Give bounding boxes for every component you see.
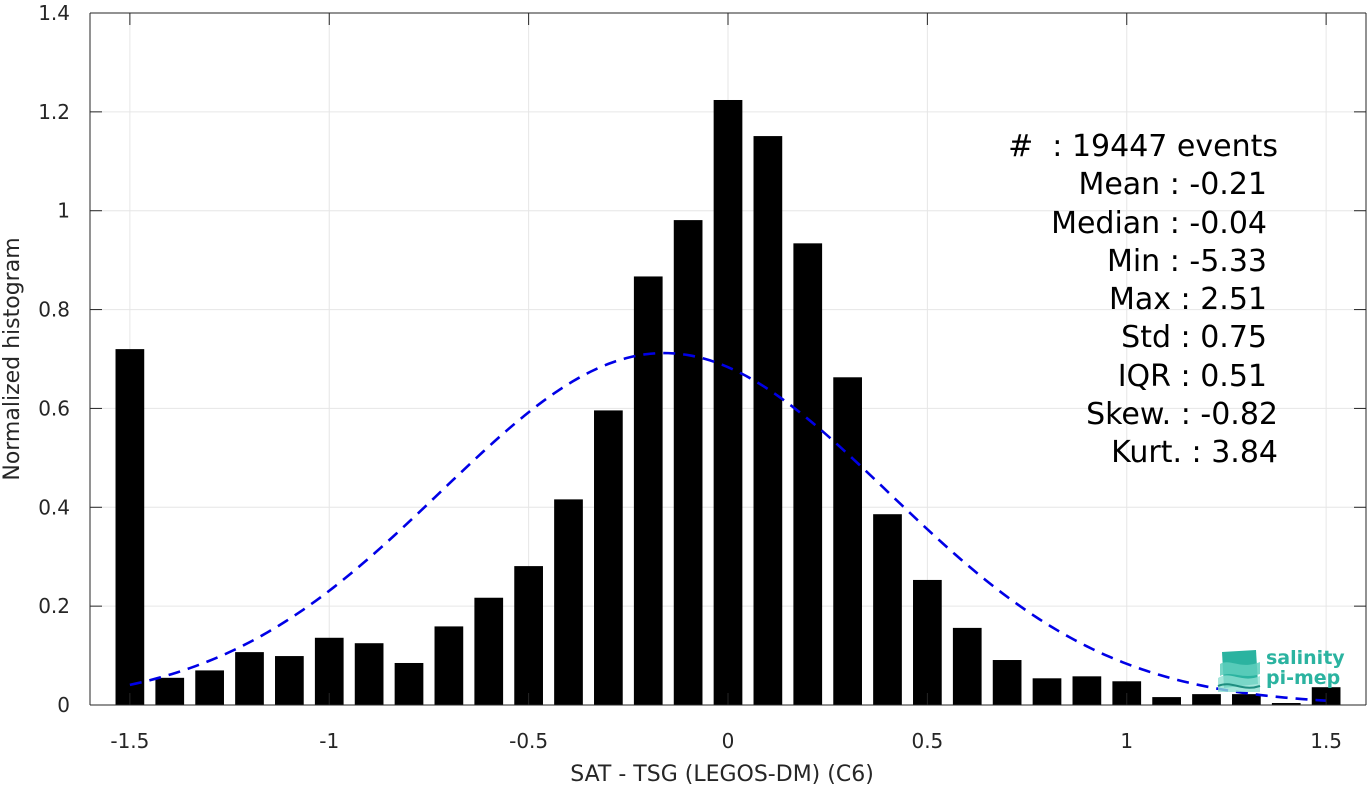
histogram-bar xyxy=(633,276,663,705)
x-tick-label: 0.5 xyxy=(911,729,943,753)
stat-value: : -5.33 xyxy=(1169,243,1267,279)
histogram-bar xyxy=(594,410,623,705)
stat-value: : -0.04 xyxy=(1169,205,1267,241)
salinity-pimep-logo: salinity pi-mep xyxy=(1216,648,1346,694)
histogram-bar xyxy=(474,597,504,705)
stat-label: Median xyxy=(1051,205,1170,241)
x-tick-labels: -1.5 -1 -0.5 0 0.5 1 1.5 xyxy=(110,729,1342,753)
stat-max: Max : 2.51 xyxy=(930,281,1278,319)
y-tick-label: 0.4 xyxy=(38,495,70,519)
x-tick-label: 1.5 xyxy=(1310,729,1342,753)
histogram-bar xyxy=(673,220,703,705)
histogram-bar xyxy=(873,514,902,705)
stat-mean: Mean : -0.21 xyxy=(930,166,1278,204)
stat-label: Mean xyxy=(1078,167,1170,203)
logo-line-1: salinity xyxy=(1266,647,1345,669)
histogram-bar xyxy=(1192,694,1221,705)
x-tick-label: 1 xyxy=(1120,729,1133,753)
stat-value: : 19447 events xyxy=(1052,129,1278,164)
logo-text: salinity pi-mep xyxy=(1266,648,1345,688)
statistics-box: # : 19447 events Mean : -0.21 Median : -… xyxy=(930,128,1278,473)
stat-value: : -0.82 xyxy=(1180,397,1278,433)
stat-label: IQR xyxy=(1117,358,1181,394)
wave-logo-icon xyxy=(1217,650,1261,692)
stat-value: : -0.21 xyxy=(1169,167,1267,203)
stat-skew: Skew. : -0.82 xyxy=(930,396,1278,434)
histogram-bar xyxy=(992,660,1022,705)
y-tick-label: 1.4 xyxy=(38,1,70,25)
y-axis-label: Normalized histogram xyxy=(0,237,25,480)
y-tick-label: 1 xyxy=(57,199,70,223)
stat-label: Min xyxy=(1106,243,1170,279)
histogram-bar xyxy=(394,662,424,705)
histogram-bar xyxy=(554,499,583,705)
x-axis-label: SAT - TSG (LEGOS-DM) (C6) xyxy=(570,762,874,785)
histogram-bar xyxy=(793,243,823,705)
histogram-bar xyxy=(514,566,543,705)
histogram-bar xyxy=(1271,703,1301,705)
histogram-bar xyxy=(1152,697,1181,705)
logo-line-2: pi-mep xyxy=(1266,667,1341,689)
stat-label: Std xyxy=(1121,320,1181,356)
histogram-bar xyxy=(115,349,145,705)
stat-count: # : 19447 events xyxy=(930,128,1278,166)
axes-frame xyxy=(89,12,1367,706)
y-tick-label: 0.6 xyxy=(38,396,70,420)
histogram-bars xyxy=(115,99,1341,706)
histogram-bar xyxy=(913,579,942,705)
histogram-bar xyxy=(952,627,982,705)
y-tick-label: 0.8 xyxy=(38,298,70,322)
stat-kurt: Kurt. : 3.84 xyxy=(930,434,1278,472)
histogram-bar xyxy=(753,136,783,705)
histogram-bar xyxy=(275,656,304,705)
x-tick-label: -0.5 xyxy=(509,729,548,753)
stat-label: # xyxy=(1008,129,1053,164)
histogram-bar xyxy=(1032,678,1062,705)
x-tick-label: -1 xyxy=(319,729,339,753)
histogram-bar xyxy=(713,99,743,706)
stat-label: Skew. xyxy=(1086,397,1181,433)
stat-label: Kurt. xyxy=(1111,435,1192,471)
histogram-bar xyxy=(155,677,185,705)
histogram-bar xyxy=(235,652,264,705)
histogram-bar xyxy=(195,670,224,705)
histogram-bar xyxy=(1072,676,1102,705)
x-tick-label: -1.5 xyxy=(110,729,149,753)
y-tick-label: 1.2 xyxy=(38,100,70,124)
stat-min: Min : -5.33 xyxy=(930,243,1278,281)
histogram-bar xyxy=(434,626,464,705)
histogram-bar xyxy=(1232,694,1261,705)
histogram-bar xyxy=(354,643,384,705)
stat-iqr: IQR : 0.51 xyxy=(930,358,1278,396)
stat-value: : 3.84 xyxy=(1191,435,1278,471)
stat-value: : 0.51 xyxy=(1180,358,1267,394)
x-tick-label: 0 xyxy=(722,729,735,753)
histogram-bar xyxy=(833,377,862,705)
stat-median: Median : -0.04 xyxy=(930,205,1278,243)
y-tick-labels: 0 0.2 0.4 0.6 0.8 1 1.2 1.4 xyxy=(38,1,70,717)
stat-label: Max xyxy=(1108,282,1181,318)
stat-value: : 2.51 xyxy=(1180,282,1267,318)
stat-std: Std : 0.75 xyxy=(930,319,1278,357)
gaussian-fit-curve xyxy=(129,351,1327,702)
y-tick-label: 0.2 xyxy=(38,594,70,618)
y-tick-label: 0 xyxy=(57,693,70,717)
stat-value: : 0.75 xyxy=(1180,320,1267,356)
